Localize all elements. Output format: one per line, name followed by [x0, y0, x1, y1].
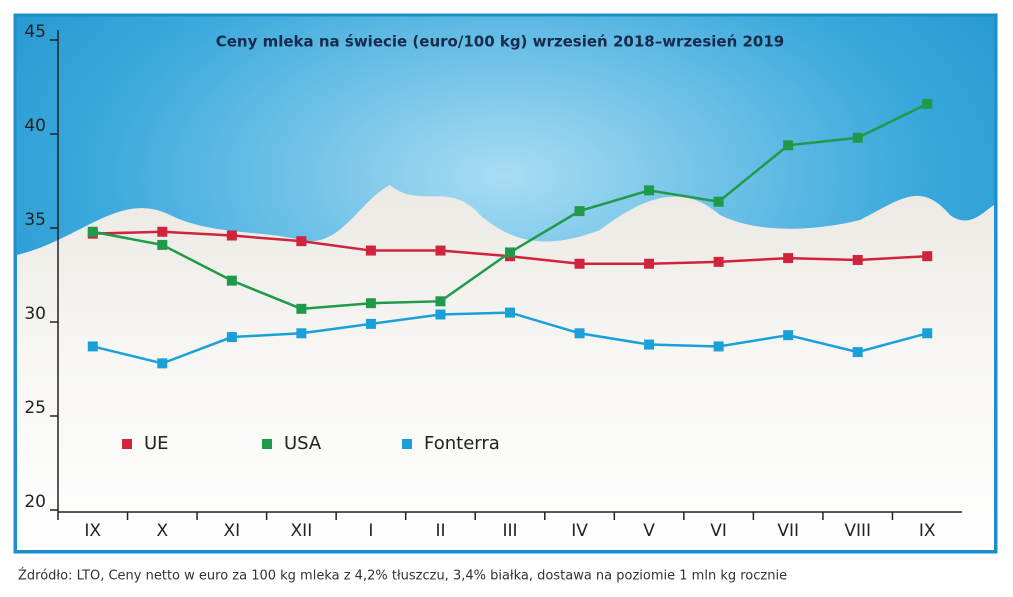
- point: [783, 140, 794, 151]
- legend-swatch: [122, 439, 132, 449]
- x-tick-label: IV: [571, 521, 588, 541]
- y-tick-label: 20: [24, 492, 46, 512]
- point: [644, 339, 655, 350]
- point: [296, 303, 307, 314]
- y-tick-label: 40: [24, 116, 46, 136]
- point: [922, 328, 933, 339]
- point: [713, 196, 724, 207]
- point: [365, 318, 376, 329]
- x-tick-label: X: [156, 521, 168, 541]
- point: [505, 247, 515, 258]
- x-tick-label: XI: [224, 521, 241, 541]
- legend-label: USA: [284, 433, 322, 454]
- point: [852, 132, 863, 143]
- point: [644, 185, 655, 196]
- x-tick-label: V: [643, 521, 655, 541]
- point: [157, 358, 168, 369]
- legend-label: UE: [144, 433, 169, 454]
- point: [296, 328, 307, 339]
- point: [922, 98, 933, 109]
- source-note: Źdródło: LTO, Ceny netto w euro za 100 k…: [18, 568, 787, 584]
- point: [783, 253, 794, 264]
- point: [226, 332, 237, 343]
- point: [713, 256, 724, 267]
- point: [852, 347, 863, 358]
- point: [574, 206, 585, 217]
- legend-swatch: [402, 439, 412, 449]
- point: [852, 254, 863, 265]
- x-tick-label: VI: [710, 521, 727, 541]
- x-tick-label: II: [435, 521, 445, 541]
- point: [435, 245, 446, 256]
- x-tick-label: IX: [84, 521, 101, 541]
- point: [365, 245, 376, 256]
- point: [296, 236, 307, 247]
- point: [435, 309, 446, 320]
- point: [783, 330, 794, 341]
- legend-label: Fonterra: [424, 433, 500, 454]
- point: [226, 275, 237, 286]
- x-tick-label: I: [368, 521, 373, 541]
- x-tick-label: III: [502, 521, 517, 541]
- point: [922, 251, 933, 262]
- point: [505, 307, 515, 318]
- x-tick-label: VII: [777, 521, 799, 541]
- milk-splash: [17, 185, 994, 550]
- point: [644, 258, 655, 269]
- point: [574, 328, 585, 339]
- point: [87, 341, 98, 352]
- y-tick-label: 25: [24, 398, 46, 418]
- point: [365, 298, 376, 309]
- x-tick-label: XII: [291, 521, 313, 541]
- point: [157, 226, 168, 237]
- x-tick-label: VIII: [844, 521, 871, 541]
- chart-title: Ceny mleka na świecie (euro/100 kg) wrze…: [216, 33, 785, 51]
- point: [574, 258, 585, 269]
- point: [435, 296, 446, 307]
- y-tick-label: 35: [24, 210, 46, 230]
- point: [157, 239, 168, 250]
- point: [713, 341, 724, 352]
- x-tick-label: IX: [919, 521, 936, 541]
- point: [226, 230, 237, 241]
- y-tick-label: 45: [24, 22, 46, 42]
- y-tick-label: 30: [24, 304, 46, 324]
- legend-swatch: [262, 439, 272, 449]
- point: [87, 226, 98, 237]
